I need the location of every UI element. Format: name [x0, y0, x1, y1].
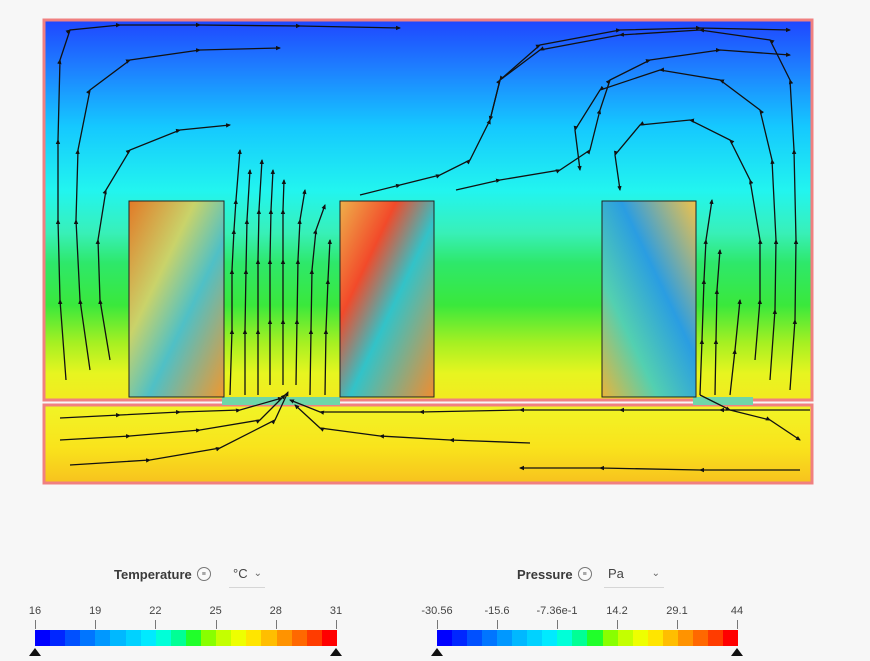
tick-label: 16 [28, 605, 42, 617]
colorbar-segment [572, 630, 588, 646]
perforated-tile-right [693, 397, 753, 405]
colorbar-segment [185, 630, 202, 646]
tick-mark [155, 620, 157, 629]
tick-mark [737, 620, 738, 629]
colorbar-segment [512, 630, 528, 646]
tick-mark [677, 620, 678, 629]
colorbar-segment [155, 630, 171, 646]
tick-label: -7.36e-1 [536, 605, 578, 617]
pressure-colorbar [437, 630, 738, 646]
colorbar-segment [662, 630, 678, 646]
tick-mark [275, 620, 277, 629]
colorbar-segment [497, 630, 513, 646]
tick-mark [95, 620, 97, 629]
colorbar-segment [125, 630, 141, 646]
temperature-max-handle[interactable] [330, 648, 342, 656]
colorbar-segment [231, 630, 247, 646]
tick-label: 28 [269, 605, 282, 617]
colorbar-segment [110, 630, 126, 646]
colorbar-segment [542, 630, 558, 646]
tick-label: 14.2 [606, 605, 628, 617]
colorbar-segment [246, 630, 262, 646]
colorbar-segment [95, 630, 111, 646]
tick-label: -30.56 [421, 605, 453, 617]
colorbar-segment [722, 630, 738, 646]
tick-mark [617, 620, 618, 629]
tick-mark [497, 620, 498, 629]
colorbar-segment [140, 630, 156, 646]
temperature-legend: Temperature ≡ °C ⌄ 16 19 22 25 28 31 [29, 560, 342, 661]
colorbar-segment [527, 630, 543, 646]
colorbar-segment [452, 630, 468, 646]
pressure-legend-header: Pressure ≡ [517, 560, 592, 588]
list-icon[interactable]: ≡ [196, 567, 211, 581]
colorbar-segment [482, 630, 498, 646]
colorbar-segment [65, 630, 81, 646]
colorbar-segment [692, 630, 708, 646]
colorbar-segment [707, 630, 723, 646]
pressure-legend: Pressure ≡ Pa ⌄ -30.56 -15.6 -7.36e-1 14.2 2… [421, 560, 743, 661]
colorbar-segment [80, 630, 96, 646]
temperature-legend-header: Temperature ≡ [114, 560, 211, 588]
tick-mark [215, 620, 217, 629]
temperature-field-plot[interactable] [0, 0, 870, 520]
pressure-legend-title: Pressure [517, 566, 573, 582]
server-rack-1 [128, 200, 225, 398]
colorbar-segment [602, 630, 618, 646]
velocity-streamlines [55, 22, 810, 473]
colorbar-segment [261, 630, 277, 646]
pressure-max-handle[interactable] [731, 648, 743, 656]
temperature-colorbar [35, 630, 337, 646]
colorbar-segment [306, 630, 322, 646]
colorbar-segment [291, 630, 307, 646]
colorbar-segment [587, 630, 603, 646]
colorbar-segment [50, 630, 66, 646]
tick-label: 19 [89, 605, 102, 617]
temperature-unit-select[interactable]: °C ⌄ [229, 560, 265, 588]
temperature-min-handle[interactable] [29, 648, 41, 656]
floor-plenum-domain [42, 403, 814, 485]
colorbar-segment [617, 630, 633, 646]
tick-mark [557, 620, 558, 629]
colorbar-segment [170, 630, 186, 646]
list-icon[interactable]: ≡ [577, 567, 592, 581]
tick-label: 29.1 [666, 605, 688, 617]
server-rack-2 [339, 200, 435, 398]
tick-label: 44 [730, 605, 744, 617]
simulation-viewport[interactable] [0, 0, 870, 520]
colorbar-segment [557, 630, 573, 646]
tick-label: -15.6 [484, 605, 510, 617]
pressure-min-handle[interactable] [431, 648, 443, 656]
temperature-legend-title: Temperature [114, 566, 192, 582]
tick-mark [35, 620, 36, 629]
tick-label: 25 [209, 605, 222, 617]
tick-mark [336, 620, 337, 629]
tick-mark [437, 620, 438, 629]
colorbar-segment [647, 630, 663, 646]
colorbar-segment [216, 630, 232, 646]
pressure-tick-labels: -30.56 -15.6 -7.36e-1 14.2 29.1 44 [421, 605, 743, 619]
colorbar-segment [467, 630, 483, 646]
server-rack-3 [601, 200, 697, 398]
chevron-down-icon: ⌄ [253, 568, 262, 579]
pressure-unit-select[interactable]: Pa ⌄ [604, 560, 664, 588]
chevron-down-icon: ⌄ [651, 568, 660, 579]
colorbar-segment [276, 630, 292, 646]
colorbar-segment [201, 630, 217, 646]
tick-label: 22 [149, 605, 162, 617]
colorbar-segment [677, 630, 693, 646]
temperature-tick-labels: 16 19 22 25 28 31 [29, 605, 342, 619]
pressure-unit-value: Pa [608, 566, 624, 581]
colorbar-segment [35, 630, 51, 646]
tick-label: 31 [329, 605, 343, 617]
colorbar-segment [437, 630, 453, 646]
colorbar-segment [632, 630, 648, 646]
temperature-unit-value: °C [233, 566, 248, 581]
colorbar-segment [321, 630, 337, 646]
